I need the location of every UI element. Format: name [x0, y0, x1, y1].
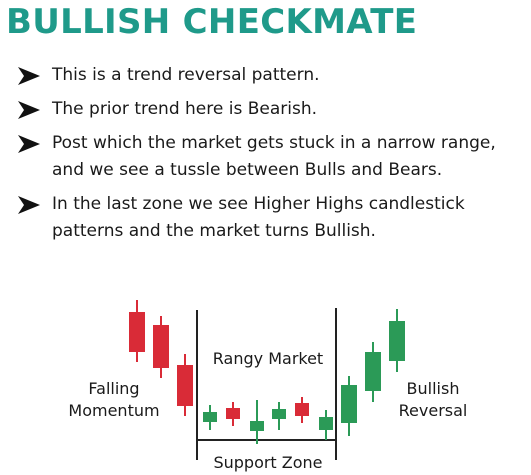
arrow-bullet-icon — [18, 67, 40, 85]
bear-candle — [177, 354, 193, 416]
rangy-market-label: Rangy Market — [212, 349, 324, 368]
bullet-item: In the last zone we see Higher Highs can… — [16, 191, 521, 245]
bull-candle — [341, 376, 357, 436]
falling-label-line-2: Momentum — [68, 401, 160, 420]
bullet-text: This is a trend reversal pattern. — [52, 65, 320, 85]
bullet-list: This is a trend reversal pattern. The pr… — [16, 62, 521, 245]
bull-candle — [319, 410, 333, 440]
bull-candle — [389, 309, 405, 372]
bull-candle — [365, 342, 381, 402]
falling-momentum-label: Falling Momentum — [62, 378, 166, 422]
bullet-text: The prior trend here is Bearish. — [52, 99, 318, 119]
candlestick-diagram: Falling Momentum Rangy Market Support Zo… — [0, 292, 531, 475]
candlestick-svg — [129, 300, 405, 460]
bull-candle — [203, 405, 217, 430]
bear-candle — [129, 300, 145, 362]
arrow-bullet-icon — [18, 196, 40, 214]
bullish-reversal-label: Bullish Reversal — [388, 378, 478, 422]
bullet-item: Post which the market gets stuck in a na… — [16, 130, 521, 184]
arrow-bullet-icon — [18, 101, 40, 119]
falling-label-line-1: Falling — [88, 379, 140, 398]
bear-candle — [226, 402, 240, 426]
bear-candle — [153, 316, 169, 378]
bullet-item: This is a trend reversal pattern. — [16, 62, 521, 89]
page-title: BULLISH CHECKMATE — [6, 2, 418, 42]
bull-candle — [250, 400, 264, 444]
bear-candle — [295, 397, 309, 423]
bullet-item: The prior trend here is Bearish. — [16, 96, 521, 123]
arrow-bullet-icon — [18, 135, 40, 153]
bullet-text: In the last zone we see Higher Highs can… — [52, 194, 465, 241]
bull-candle — [272, 402, 286, 430]
support-zone-label: Support Zone — [213, 453, 323, 472]
bullet-text: Post which the market gets stuck in a na… — [52, 133, 496, 180]
bullish-label-line-1: Bullish — [406, 379, 460, 398]
bullish-label-line-2: Reversal — [398, 401, 468, 420]
